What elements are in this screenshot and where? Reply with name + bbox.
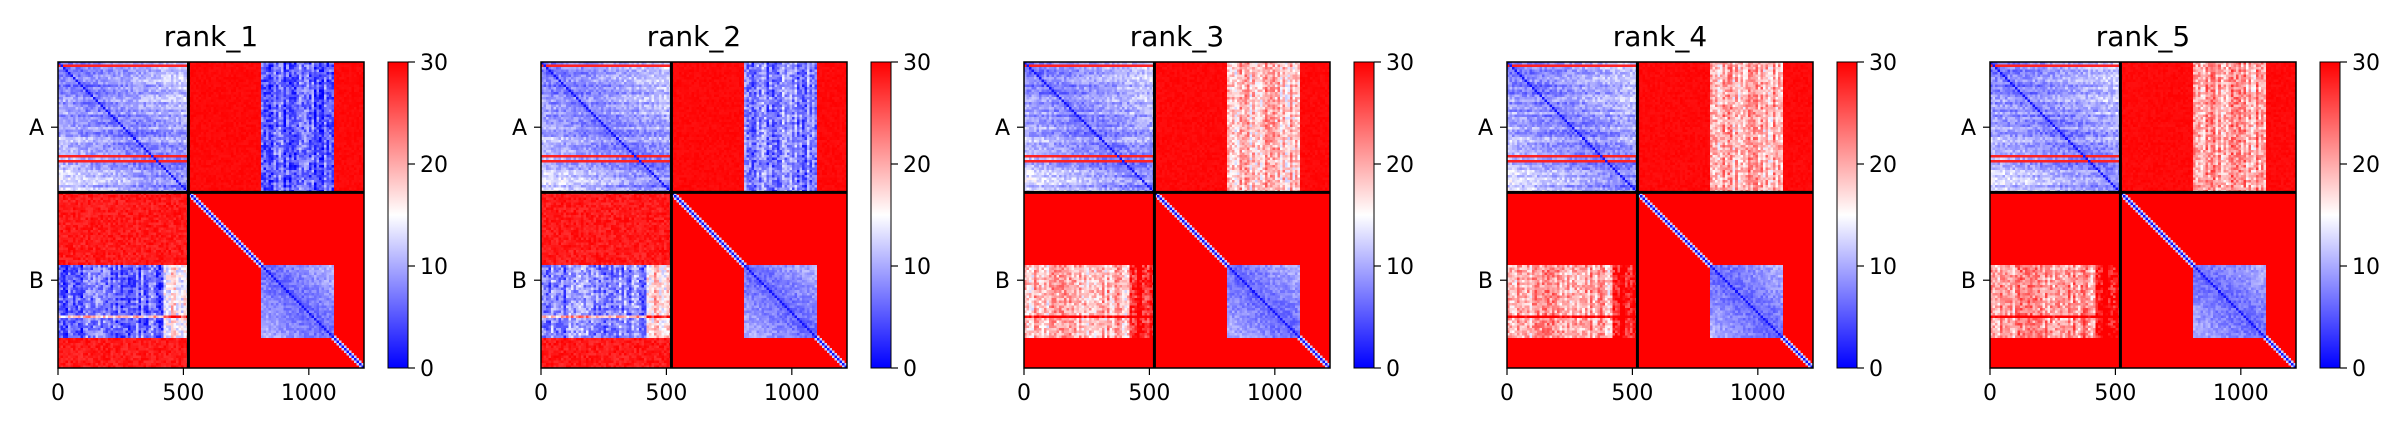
colorbar-tick-label: 10 <box>2352 255 2380 280</box>
x-tick-label: 0 <box>1017 381 1031 406</box>
chain-label-B: B <box>1961 269 1976 294</box>
x-tick-label: 0 <box>1500 381 1514 406</box>
colorbar-tick-label: 0 <box>1386 357 1400 382</box>
colorbar-tick-label: 20 <box>1386 153 1414 178</box>
panel-title: rank_5 <box>2096 20 2190 53</box>
x-tick-label: 1000 <box>1730 381 1786 406</box>
colorbar-tick-label: 30 <box>420 51 448 76</box>
colorbar-tick-label: 20 <box>2352 153 2380 178</box>
panel-title: rank_2 <box>647 20 741 53</box>
plot-frame <box>1506 61 1814 369</box>
pae-heatmap <box>1990 62 2296 368</box>
colorbar-tick-label: 20 <box>1869 153 1897 178</box>
x-tick-label: 500 <box>1611 381 1653 406</box>
pae-heatmap <box>1507 62 1813 368</box>
pae-heatmap <box>1024 62 1330 368</box>
panel-title: rank_3 <box>1130 20 1224 53</box>
chain-label-A: A <box>1478 116 1493 141</box>
colorbar-tick-label: 10 <box>420 255 448 280</box>
colorbar <box>1353 61 1375 369</box>
colorbar-tick-label: 10 <box>1386 255 1414 280</box>
plot-frame <box>1989 61 2297 369</box>
x-tick-label: 500 <box>2094 381 2136 406</box>
colorbar-tick-label: 30 <box>1386 51 1414 76</box>
colorbar-tick-label: 10 <box>1869 255 1897 280</box>
colorbar-tick-label: 30 <box>1869 51 1897 76</box>
x-tick-label: 500 <box>645 381 687 406</box>
x-tick-label: 0 <box>51 381 65 406</box>
chain-label-B: B <box>1478 269 1493 294</box>
panel-rank_4: rank_4 A B 0 500 1000 0 10 20 30 <box>1478 20 1897 406</box>
pae-heatmap <box>58 62 364 368</box>
colorbar <box>387 61 409 369</box>
x-tick-label: 0 <box>534 381 548 406</box>
colorbar <box>2319 61 2341 369</box>
x-tick-label: 1000 <box>2213 381 2269 406</box>
plot-frame <box>57 61 365 369</box>
chain-label-A: A <box>995 116 1010 141</box>
colorbar-tick-label: 0 <box>2352 357 2366 382</box>
colorbar-tick-label: 10 <box>903 255 931 280</box>
chain-label-B: B <box>29 269 44 294</box>
x-tick-label: 0 <box>1983 381 1997 406</box>
x-tick-label: 1000 <box>1247 381 1303 406</box>
pae-heatmap <box>541 62 847 368</box>
x-tick-label: 1000 <box>764 381 820 406</box>
chain-label-A: A <box>512 116 527 141</box>
chain-label-B: B <box>995 269 1010 294</box>
colorbar-tick-label: 0 <box>903 357 917 382</box>
colorbar-tick-label: 20 <box>420 153 448 178</box>
colorbar-tick-label: 0 <box>420 357 434 382</box>
plot-frame <box>1023 61 1331 369</box>
plot-frame <box>540 61 848 369</box>
colorbar-tick-label: 30 <box>903 51 931 76</box>
chain-label-A: A <box>29 116 44 141</box>
x-tick-label: 1000 <box>281 381 337 406</box>
panel-rank_1: rank_1 A B 0 500 1000 0 10 20 30 <box>29 20 448 406</box>
panel-title: rank_4 <box>1613 20 1707 53</box>
x-tick-label: 500 <box>162 381 204 406</box>
colorbar-tick-label: 0 <box>1869 357 1883 382</box>
colorbar <box>870 61 892 369</box>
colorbar-tick-label: 20 <box>903 153 931 178</box>
chain-label-A: A <box>1961 116 1976 141</box>
colorbar-tick-label: 30 <box>2352 51 2380 76</box>
panel-rank_3: rank_3 A B 0 500 1000 0 10 20 30 <box>995 20 1414 406</box>
chain-label-B: B <box>512 269 527 294</box>
x-tick-label: 500 <box>1128 381 1170 406</box>
panel-title: rank_1 <box>164 20 258 53</box>
colorbar <box>1836 61 1858 369</box>
panel-rank_2: rank_2 A B 0 500 1000 0 10 20 30 <box>512 20 931 406</box>
panel-rank_5: rank_5 A B 0 500 1000 0 10 20 30 <box>1961 20 2380 406</box>
